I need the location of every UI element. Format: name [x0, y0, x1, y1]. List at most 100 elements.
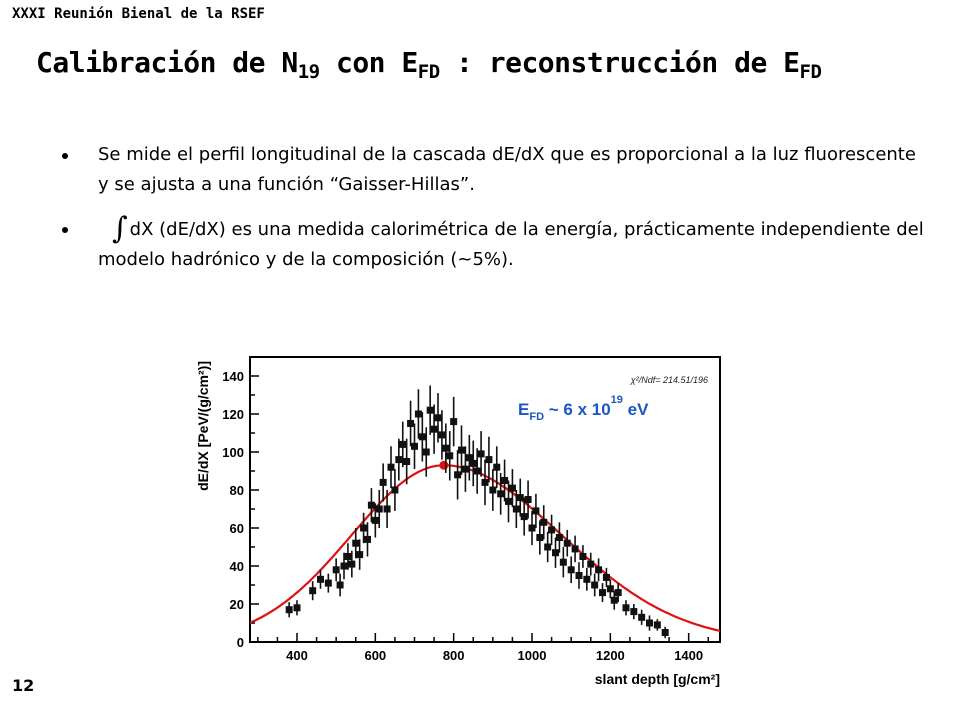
- data-marker: [477, 450, 485, 458]
- data-marker: [352, 539, 360, 547]
- energy-annotation: EFD ~ 6 x 1019 eV: [518, 394, 649, 423]
- data-marker: [422, 448, 430, 456]
- data-point: [489, 469, 497, 511]
- data-marker: [414, 410, 422, 418]
- data-marker: [552, 549, 559, 557]
- data-point: [630, 604, 638, 620]
- data-point: [352, 528, 360, 559]
- data-point: [469, 440, 477, 487]
- data-point: [638, 609, 646, 625]
- data-point: [387, 446, 395, 489]
- data-point: [454, 450, 462, 500]
- data-marker: [434, 414, 442, 422]
- data-marker: [501, 477, 509, 484]
- data-marker: [646, 619, 653, 627]
- energy-annotation-part: FD: [529, 411, 544, 423]
- data-marker: [458, 446, 465, 454]
- data-point: [646, 615, 653, 631]
- title-part-3: : reconstrucción de E: [439, 46, 800, 79]
- data-marker: [540, 518, 548, 526]
- data-point: [364, 522, 371, 557]
- data-marker: [524, 496, 532, 503]
- data-point: [356, 539, 364, 570]
- data-point: [528, 510, 536, 546]
- data-point: [458, 425, 465, 475]
- data-point: [418, 412, 426, 462]
- data-marker: [602, 573, 610, 581]
- bullet-item-2: ∫ dX (dE/dX) es una medida calorimétrica …: [62, 214, 932, 275]
- data-marker: [364, 535, 371, 543]
- data-point: [461, 446, 469, 492]
- energy-annotation-part: eV: [623, 400, 649, 419]
- data-point: [403, 438, 411, 485]
- data-point: [512, 490, 520, 528]
- data-point: [309, 581, 317, 601]
- data-marker: [520, 513, 528, 521]
- data-point: [602, 567, 610, 587]
- data-point: [571, 535, 579, 563]
- data-marker: [399, 440, 407, 448]
- energy-deposit-chart: 400 600 800 1000 1200 1400 0 20 40 60 80 100 120 140 s…: [195, 356, 721, 687]
- data-marker: [418, 433, 426, 441]
- data-marker: [317, 575, 324, 583]
- data-point: [324, 573, 332, 593]
- data-marker: [630, 608, 638, 616]
- bullet-text-1: Se mide el perfil longitudinal de la cas…: [98, 144, 916, 195]
- data-point: [414, 389, 422, 439]
- data-marker: [411, 442, 418, 450]
- data-marker: [591, 581, 599, 589]
- data-point: [473, 448, 481, 494]
- data-point: [340, 552, 348, 580]
- data-marker: [555, 534, 563, 541]
- data-marker: [587, 560, 595, 568]
- data-point: [536, 520, 544, 555]
- data-marker: [485, 456, 493, 464]
- data-marker: [461, 465, 469, 473]
- data-marker: [407, 420, 415, 427]
- data-point: [407, 400, 415, 447]
- energy-annotation-part: 19: [611, 394, 623, 406]
- data-marker: [606, 585, 614, 593]
- data-point: [481, 459, 489, 506]
- data-marker: [489, 486, 497, 494]
- x-tick-label: 600: [364, 648, 386, 663]
- data-point: [595, 558, 603, 582]
- data-point: [395, 438, 403, 481]
- data-marker: [497, 490, 505, 498]
- data-point: [375, 490, 383, 528]
- data-marker: [336, 581, 344, 589]
- x-tick-label: 800: [443, 648, 465, 663]
- data-point: [508, 469, 516, 508]
- data-point: [465, 434, 473, 481]
- y-tick-label: 100: [222, 445, 244, 460]
- bullet-dot-icon: [62, 227, 68, 233]
- data-marker: [293, 604, 301, 612]
- data-marker: [375, 505, 383, 513]
- energy-annotation-part: ~ 6 x 10: [544, 400, 611, 419]
- data-point: [610, 590, 618, 610]
- data-point: [360, 512, 368, 544]
- data-marker: [583, 575, 591, 583]
- data-point: [548, 514, 556, 546]
- energy-annotation-part: E: [518, 400, 529, 419]
- data-marker: [371, 516, 379, 524]
- data-point: [575, 562, 583, 589]
- data-point: [555, 522, 563, 553]
- y-tick-label: 60: [230, 521, 244, 536]
- y-tick-label: 140: [222, 369, 244, 384]
- y-tick-label: 0: [237, 635, 244, 650]
- data-point: [579, 545, 587, 568]
- data-marker: [575, 572, 583, 579]
- bullet-list: Se mide el perfil longitudinal de la cas…: [62, 140, 932, 289]
- data-point: [383, 490, 391, 528]
- data-marker: [332, 566, 340, 574]
- data-marker: [595, 566, 603, 574]
- x-tick-label: 400: [286, 648, 308, 663]
- data-point: [505, 480, 512, 523]
- y-tick-label: 40: [230, 559, 244, 574]
- data-point: [285, 602, 293, 618]
- title-subscript-3: FD: [799, 61, 822, 83]
- data-point: [411, 423, 418, 470]
- data-marker: [387, 463, 395, 471]
- data-marker: [309, 587, 317, 595]
